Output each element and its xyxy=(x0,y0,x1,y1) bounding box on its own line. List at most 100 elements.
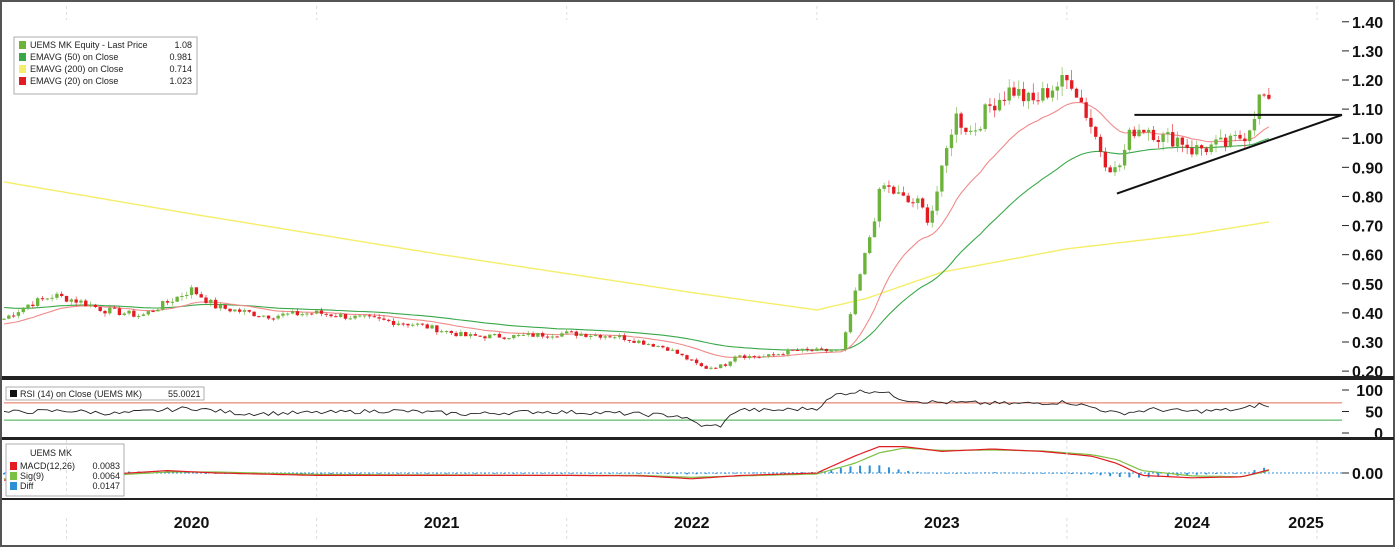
candle-body xyxy=(11,315,16,317)
diff-bar xyxy=(657,473,660,474)
candle-body xyxy=(1238,134,1242,139)
candle-body xyxy=(1199,145,1204,149)
candle-body xyxy=(872,221,877,238)
candle-body xyxy=(305,313,309,315)
rsi-panel: RSI (14) on Close (UEMS MK) 55.0021 100 5… xyxy=(3,383,1383,443)
candle-body xyxy=(555,336,559,338)
candle-body xyxy=(742,355,747,359)
price-panel: 1.40 1.30 1.20 1.10 1.00 0.90 0.80 0.70 0.60 0.50… xyxy=(2,6,1383,381)
x-tick-label: 2024 xyxy=(1174,515,1210,532)
candle-body xyxy=(1021,88,1026,102)
candle-body xyxy=(959,113,963,128)
candle-body xyxy=(122,313,126,316)
diff-bar xyxy=(368,473,371,474)
candle-body xyxy=(1190,148,1194,155)
x-tick-label: 2020 xyxy=(174,515,210,532)
candle-body xyxy=(1084,102,1088,118)
diff-bar xyxy=(1166,473,1169,477)
candle-body xyxy=(839,349,843,351)
macd-legend-label: Sig(9) xyxy=(20,471,44,481)
candle-body xyxy=(156,309,160,312)
legend-value: 1.08 xyxy=(174,40,192,50)
candle-body xyxy=(1180,137,1185,145)
candle-body xyxy=(622,335,627,340)
candle-body xyxy=(295,311,300,316)
candle-body xyxy=(574,331,579,336)
candle-body xyxy=(896,192,901,194)
candle-body xyxy=(728,361,732,366)
diff-bar xyxy=(993,472,996,473)
diff-bar xyxy=(618,473,621,474)
candle-body xyxy=(1137,129,1141,137)
diff-bar xyxy=(897,469,900,473)
candle-body xyxy=(209,299,213,303)
candle-body xyxy=(117,308,122,316)
candle-body xyxy=(795,349,800,351)
candle-body xyxy=(858,274,862,291)
diff-bar xyxy=(1061,473,1064,474)
candle-body xyxy=(79,300,83,303)
diff-bar xyxy=(955,473,958,474)
candle-body xyxy=(516,334,521,336)
diff-bar xyxy=(1128,473,1131,478)
diff-bar xyxy=(1205,473,1208,475)
candle-body xyxy=(252,311,256,317)
diff-bar xyxy=(330,473,333,474)
candle-body xyxy=(1209,144,1213,153)
candle-body xyxy=(1070,80,1074,89)
price-plot-area xyxy=(4,6,1342,376)
candle-body xyxy=(901,192,906,196)
diff-bar xyxy=(916,471,919,473)
candle-body xyxy=(714,367,718,369)
diff-bar xyxy=(1070,473,1073,475)
candle-body xyxy=(314,310,319,314)
macd-line xyxy=(3,446,1270,481)
candle-body xyxy=(1074,88,1079,98)
price-tick-label: 0.40 xyxy=(1352,306,1383,323)
price-tick-label: 1.00 xyxy=(1352,131,1383,148)
candle-body xyxy=(300,314,304,316)
candle-body xyxy=(180,296,184,298)
candle-body xyxy=(439,331,444,333)
diff-bar xyxy=(435,473,438,474)
candle-body xyxy=(565,331,569,334)
candle-body xyxy=(709,367,713,369)
rsi-series xyxy=(3,389,1342,428)
diff-bar xyxy=(724,473,727,474)
candle-body xyxy=(329,314,333,317)
candle-body xyxy=(767,354,771,357)
candle-body xyxy=(1171,132,1175,147)
candle-body xyxy=(276,315,280,319)
candle-body xyxy=(415,323,420,325)
candle-body xyxy=(16,312,21,316)
diff-bar xyxy=(868,465,871,473)
candle-body xyxy=(954,113,958,135)
price-tick-label: 0.70 xyxy=(1352,219,1383,236)
candle-body xyxy=(1118,165,1122,168)
candle-body xyxy=(1146,129,1151,133)
diff-bar xyxy=(301,473,304,474)
candle-body xyxy=(391,320,396,325)
diff-bar xyxy=(647,473,650,474)
candle-body xyxy=(223,304,227,309)
candle-body xyxy=(175,296,179,302)
candle-body xyxy=(387,319,391,321)
diff-bar xyxy=(474,473,477,474)
x-axis: 2020 2021 2022 2023 2024 2025 xyxy=(66,6,1324,540)
candle-body xyxy=(1055,86,1059,91)
candle-body xyxy=(108,307,112,314)
diff-bar xyxy=(455,473,458,474)
price-tick-label: 1.20 xyxy=(1352,73,1383,90)
candle-body xyxy=(805,348,809,350)
candle-body xyxy=(694,359,699,364)
macd-legend-swatch xyxy=(10,482,17,490)
candle-body xyxy=(406,323,410,326)
diff-bar xyxy=(589,473,592,474)
ema200-series xyxy=(3,181,1270,311)
candle-body xyxy=(473,334,478,336)
candle-body xyxy=(483,336,487,339)
candle-body xyxy=(930,210,934,223)
candle-body xyxy=(459,332,463,337)
candle-body xyxy=(204,297,208,303)
diff-bar xyxy=(1214,473,1217,474)
